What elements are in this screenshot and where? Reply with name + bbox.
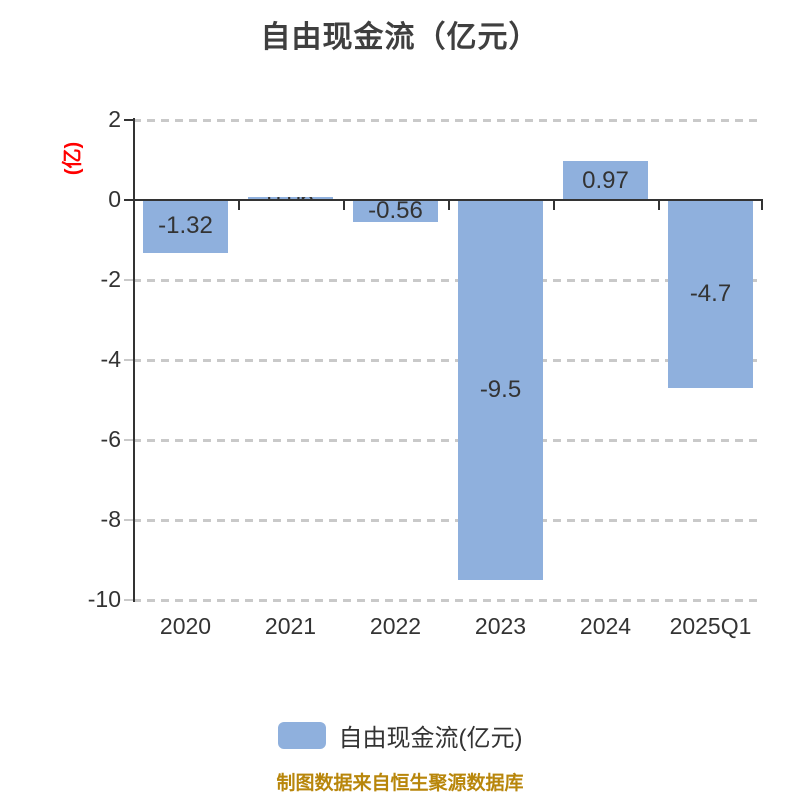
bar-value-label: -0.56 — [368, 200, 423, 223]
x-tick-label: 2024 — [579, 613, 632, 639]
y-tick-label: -2 — [100, 266, 121, 292]
bar-value-label: -9.5 — [479, 376, 522, 403]
y-tick-label: 0 — [108, 186, 121, 212]
bar: -0.56 — [353, 200, 438, 223]
bar: 0.97 — [563, 161, 648, 200]
bar-value-label: -1.32 — [158, 212, 213, 240]
y-tick-label: -10 — [87, 586, 121, 612]
y-axis-tick — [124, 359, 133, 361]
chart-title: 自由现金流（亿元） — [260, 21, 540, 54]
x-axis-tick — [133, 200, 135, 210]
legend-marker-swatch — [277, 721, 326, 749]
y-axis-tick — [124, 199, 133, 201]
y-tick-label: -4 — [100, 346, 121, 372]
bar-value-label: -4.7 — [689, 280, 732, 307]
x-axis-tick — [658, 200, 660, 210]
y-axis-tick — [124, 599, 133, 601]
bar: -4.7 — [668, 200, 753, 388]
gridline — [133, 438, 763, 442]
x-tick-label: 2025Q1 — [669, 613, 752, 639]
x-axis-tick — [553, 200, 555, 210]
x-tick-label: 2022 — [369, 613, 422, 639]
bar-value-label: 0.06 — [267, 197, 314, 200]
x-tick-label: 2023 — [474, 613, 527, 639]
bar: -9.5 — [458, 200, 543, 580]
legend-item[interactable]: 自由现金流(亿元) — [277, 718, 523, 753]
y-axis-tick — [124, 519, 133, 521]
y-axis-line — [133, 118, 135, 602]
x-axis-tick — [761, 200, 763, 210]
legend-label: 自由现金流(亿元) — [338, 724, 523, 752]
x-axis-tick — [238, 200, 240, 210]
bar: 0.06 — [248, 197, 333, 200]
y-tick-label: 2 — [108, 106, 121, 132]
y-axis-unit-label: (亿) — [62, 141, 85, 175]
y-tick-label: -6 — [100, 426, 121, 452]
x-axis-tick — [343, 200, 345, 210]
gridline — [133, 278, 763, 282]
legend: 自由现金流(亿元) — [0, 718, 800, 753]
y-axis-tick — [124, 119, 133, 121]
y-tick-label: -8 — [100, 506, 121, 532]
gridline — [133, 518, 763, 522]
plot-area: -1.32 0.06 -0.56 -9.5 0.97 -4.7 — [124, 118, 763, 602]
x-axis-tick — [448, 200, 450, 210]
bar: -1.32 — [143, 200, 228, 253]
gridline — [133, 358, 763, 362]
y-axis-tick — [124, 439, 133, 441]
footer-source-note: 制图数据来自恒生聚源数据库 — [276, 773, 524, 794]
x-tick-label: 2021 — [264, 613, 317, 639]
gridline — [133, 118, 763, 122]
x-tick-label: 2020 — [159, 613, 212, 639]
y-axis-tick — [124, 279, 133, 281]
bar-value-label: 0.97 — [582, 166, 629, 194]
gridline — [133, 598, 763, 602]
